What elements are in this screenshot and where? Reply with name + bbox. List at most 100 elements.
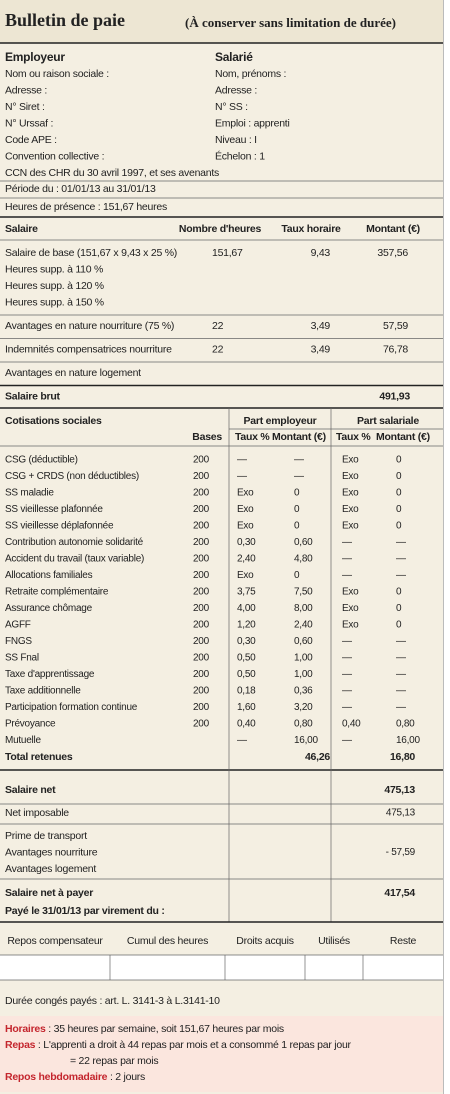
employer-line: Code APE : (5, 134, 57, 146)
employee-rate: Exo (342, 488, 359, 499)
total-employee: 16,80 (390, 751, 415, 763)
employee-line: N° SS : (215, 101, 248, 113)
employer-rate: 0,50 (237, 653, 256, 664)
employee-amount: 0 (396, 587, 402, 598)
employee-amount: 0 (396, 504, 402, 515)
leave-header: Droits acquis (236, 935, 293, 947)
salary-label: Heures supp. à 120 % (5, 280, 104, 292)
contribution-base: 200 (193, 504, 210, 515)
column-header: Taux % (235, 431, 270, 443)
employee-line: Échelon : 1 (215, 149, 265, 162)
salary-amount: 76,78 (383, 343, 408, 355)
employer-amount: 0 (294, 504, 300, 515)
column-header: Montant (€) (376, 431, 430, 443)
employee-line: Nom, prénoms : (215, 68, 286, 80)
total-employer: 46,26 (305, 751, 330, 763)
employee-rate: — (342, 570, 352, 581)
employee-rate: — (342, 636, 352, 647)
employee-rate: 0,40 (342, 719, 361, 730)
salary-hours: 22 (212, 343, 224, 355)
employee-rate: — (342, 686, 352, 697)
column-header: Nombre d'heures (179, 223, 262, 235)
contribution-label: Participation formation continue (5, 702, 138, 713)
column-header: Part salariale (357, 415, 419, 427)
employee-amount: — (396, 686, 406, 697)
employee-rate: Exo (342, 587, 359, 598)
employer-rate: 3,75 (237, 587, 256, 598)
employer-rate: Exo (237, 521, 254, 532)
employee-amount: 0 (396, 521, 402, 532)
employee-amount: — (396, 554, 406, 565)
salary-hours: 151,67 (212, 247, 243, 259)
contribution-label: Contribution autonomie solidarité (5, 537, 144, 548)
contribution-base: 200 (193, 620, 210, 631)
employee-amount: — (396, 702, 406, 713)
column-header: Taux % (336, 431, 371, 443)
contribution-label: SS maladie (5, 488, 54, 499)
employee-amount: 0 (396, 620, 402, 631)
contribution-base: 200 (193, 636, 210, 647)
note-text: : L'apprenti a droit à 44 repas par mois… (35, 1039, 351, 1051)
note: Horaires : 35 heures par semaine, soit 1… (5, 1023, 284, 1035)
employer-rate: 0,30 (237, 537, 256, 548)
contribution-base: 200 (193, 587, 210, 598)
employer-line: Adresse : (5, 84, 47, 96)
employer-amount: 4,80 (294, 554, 313, 565)
employee-amount: — (396, 537, 406, 548)
employee-rate: Exo (342, 455, 359, 466)
employer-rate: 0,30 (237, 636, 256, 647)
leave-header: Cumul des heures (127, 935, 208, 947)
leave-header: Reste (390, 935, 417, 947)
employer-amount: 2,40 (294, 620, 313, 631)
column-header: Salaire (5, 223, 38, 235)
employee-amount: — (396, 669, 406, 680)
to-pay-amount: 417,54 (384, 887, 415, 899)
salary-label: Indemnités compensatrices nourriture (5, 343, 172, 355)
employer-amount: 0,36 (294, 686, 313, 697)
employer-rate: 4,00 (237, 603, 256, 614)
employer-amount: — (294, 455, 304, 466)
leave-note: Durée congés payés : art. L. 3141-3 à L.… (5, 995, 220, 1007)
taxable-amount: 475,13 (386, 808, 416, 819)
employer-amount: 1,00 (294, 653, 313, 664)
payment: Payé le 31/01/13 par virement du : (5, 905, 165, 917)
employee-rate: — (342, 669, 352, 680)
adjustment-label: Prime de transport (5, 830, 87, 842)
salary-label: Avantages en nature nourriture (75 %) (5, 320, 174, 332)
contribution-base: 200 (193, 521, 210, 532)
employer-rate: 2,40 (237, 554, 256, 565)
contribution-base: 200 (193, 669, 210, 680)
contribution-base: 200 (193, 719, 210, 730)
salary-hours: 22 (212, 320, 224, 332)
contribution-label: Accident du travail (taux variable) (5, 554, 144, 565)
employer-amount: — (294, 471, 304, 482)
employer-line: N° Urssaf : (5, 117, 53, 129)
employee-rate: — (342, 537, 352, 548)
employer-amount: 0,80 (294, 719, 313, 730)
note-label: Horaires (5, 1023, 46, 1035)
note: Repos hebdomadaire : 2 jours (5, 1071, 145, 1083)
header-band (0, 0, 444, 43)
total-label: Total retenues (5, 751, 73, 763)
employer-amount: 0,60 (294, 636, 313, 647)
employer-amount: 1,00 (294, 669, 313, 680)
salary-amount: 57,59 (383, 320, 408, 332)
contribution-label: Assurance chômage (5, 603, 93, 614)
employer-rate: — (237, 471, 247, 482)
employer-amount: 8,00 (294, 603, 313, 614)
contribution-label: Mutuelle (5, 735, 41, 746)
employer-rate: Exo (237, 570, 254, 581)
employer-line: CCN des CHR du 30 avril 1997, et ses ave… (5, 167, 219, 179)
contribution-label: SS vieillesse déplafonnée (5, 521, 114, 532)
employer-line: N° Siret : (5, 101, 45, 113)
contribution-label: SS vieillesse plafonnée (5, 504, 103, 515)
employer-rate: — (237, 455, 247, 466)
employer-amount: 0 (294, 521, 300, 532)
to-pay-label: Salaire net à payer (5, 887, 93, 899)
employee-amount: 0 (396, 488, 402, 499)
salary-rate: 9,43 (311, 247, 331, 259)
employer-rate: 0,50 (237, 669, 256, 680)
employee-amount: 0 (396, 603, 402, 614)
note-label: Repas (5, 1039, 36, 1051)
